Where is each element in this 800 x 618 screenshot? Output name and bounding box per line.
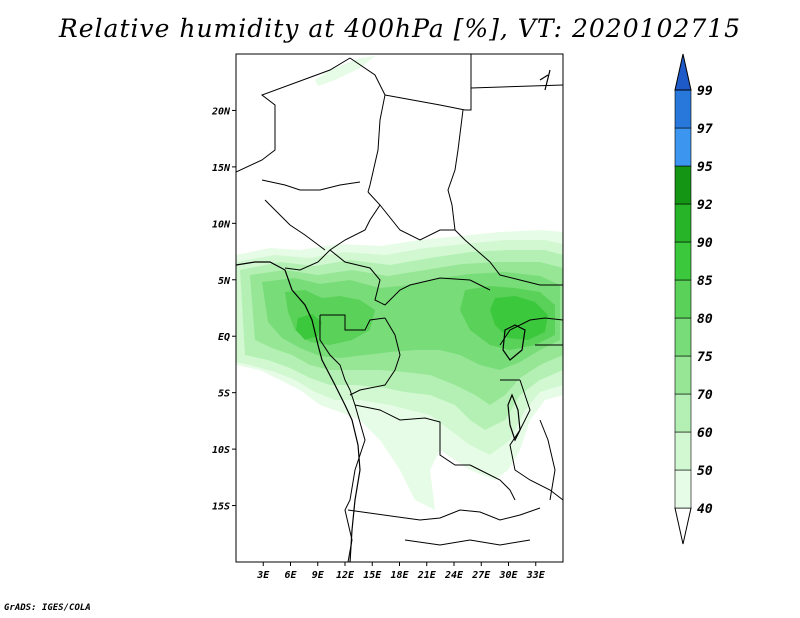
lon-tick-label: 3E [256,570,270,581]
colorbar-swatch [674,279,692,319]
colorbar-label: 97 [697,122,713,137]
colorbar-label: 40 [697,502,713,517]
colorbar-label: 75 [697,350,713,365]
colorbar-swatch [674,165,692,205]
lat-tick-label: 15S [212,502,230,513]
colorbar-low-triangle [674,507,692,545]
lon-tick-label: 30E [498,570,518,581]
map-title: Relative humidity at 400hPa [%], VT: 202… [58,14,742,43]
country-borders [236,54,563,562]
coastline [236,69,551,562]
colorbar-label: 50 [697,464,713,479]
lon-tick-label: 27E [471,570,491,581]
colorbar: 40 50 60 70 75 80 85 90 92 95 97 99 [674,53,713,545]
lat-tick-label: 20N [211,106,231,117]
lon-tick-label: 18E [390,570,409,581]
lon-tick-label: 15E [363,570,382,581]
colorbar-swatch [674,431,692,471]
colorbar-label: 85 [697,274,713,289]
colorbar-label: 95 [697,160,713,175]
colorbar-swatch [674,355,692,395]
colorbar-label: 90 [697,236,713,251]
colorbar-label: 70 [697,388,713,403]
lat-tick-label: 5S [218,389,230,400]
lat-tick-label: EQ [218,332,230,343]
colorbar-swatch [674,469,692,509]
colorbar-swatch [674,203,692,243]
rh-85-region [490,296,548,340]
colorbar-swatch [674,241,692,281]
map-axes: 20N 15N 10N 5N EQ 5S 10S 15S 3E 6E 9E 12E 15E 18E 21E 2… [211,106,546,581]
credit-label: GrADS: IGES/COLA [4,603,91,613]
lat-tick-label: 10N [212,219,231,230]
lon-tick-label: 33E [526,570,546,581]
humidity-field [236,56,563,510]
lat-tick-label: 15N [212,163,231,174]
colorbar-label: 92 [697,198,713,213]
lon-tick-label: 24E [444,570,464,581]
lat-tick-label: 5N [218,276,231,287]
colorbar-swatch [674,317,692,357]
lon-tick-label: 9E [312,570,325,581]
colorbar-swatch [674,127,692,167]
lat-tick-label: 10S [212,445,230,456]
rh-40-region-north [315,56,375,86]
colorbar-swatch [674,89,692,129]
colorbar-label: 80 [697,312,713,327]
colorbar-label: 60 [697,426,713,441]
colorbar-swatch [674,393,692,433]
lon-tick-label: 6E [284,570,297,581]
lon-tick-label: 21E [417,570,437,581]
colorbar-high-triangle [674,53,692,91]
colorbar-label: 99 [697,84,713,99]
lon-tick-label: 12E [336,570,355,581]
